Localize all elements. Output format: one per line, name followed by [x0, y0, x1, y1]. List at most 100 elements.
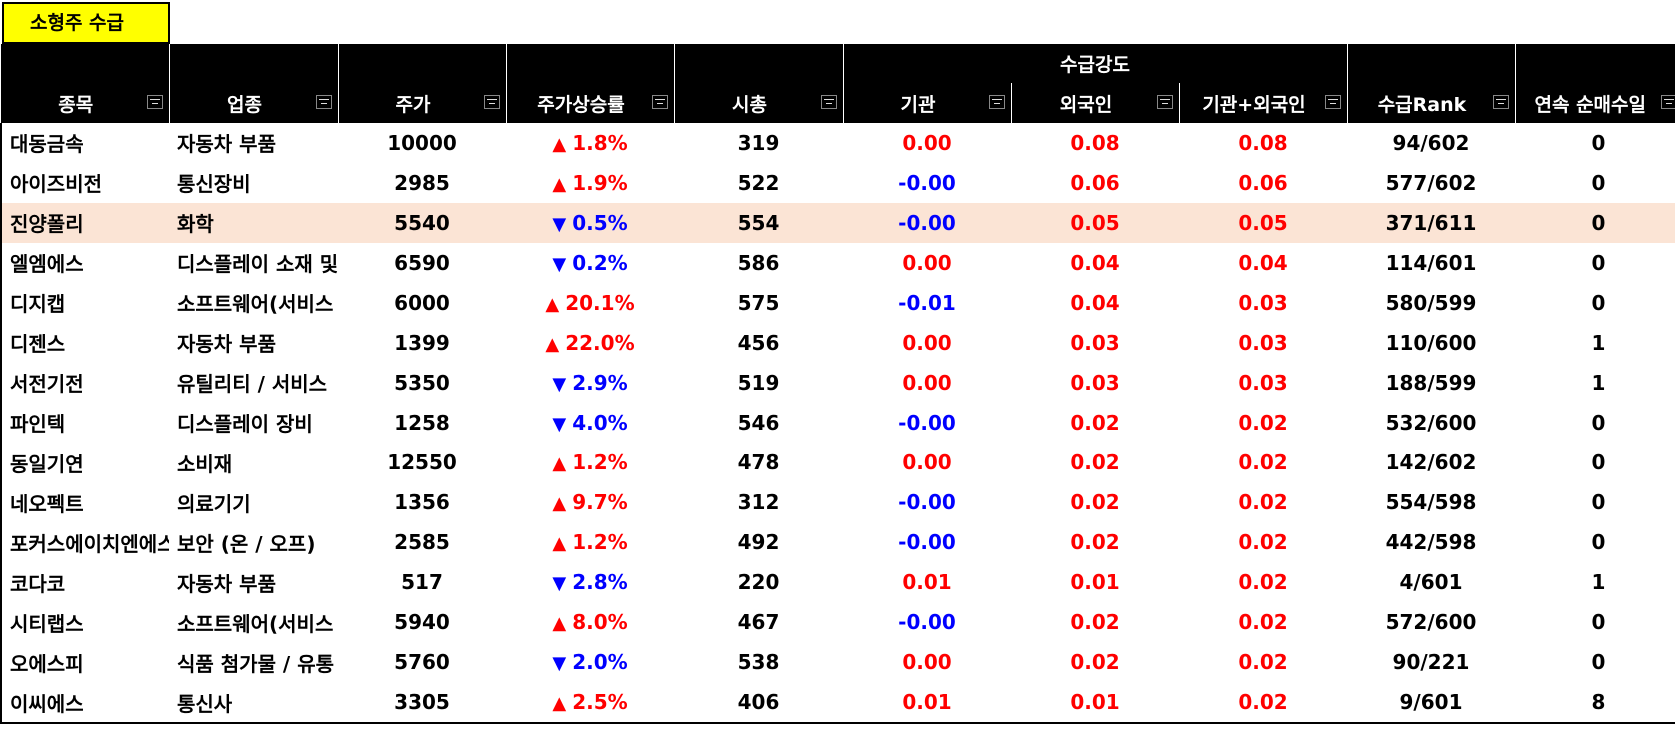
table-row[interactable]: 코다코 자동차 부품 517 ▼ 2.8% 220 0.01 0.01 0.02 4/601 1 — [0, 562, 1675, 603]
cell-rank[interactable]: 371/611 — [1347, 202, 1515, 243]
cell-mcap[interactable]: 220 — [737, 570, 780, 595]
cell-rank[interactable]: 9/601 — [1347, 682, 1515, 725]
cell-change[interactable]: ▲ 22.0% — [506, 323, 674, 363]
cell-inst-foreign[interactable]: 0.06 — [1238, 170, 1288, 195]
cell-sector[interactable]: 디스플레이 소재 및 — [177, 252, 338, 277]
cell-inst[interactable]: 0.01 — [902, 570, 952, 595]
cell-stock[interactable]: 서전기전 — [0, 362, 169, 403]
cell-foreign[interactable]: 0.05 — [1011, 202, 1179, 243]
cell-stock[interactable]: 파인텍 — [0, 402, 169, 443]
cell-stock[interactable]: 디지캡 — [0, 282, 169, 323]
cell-sector[interactable]: 유틸리티 / 서비스 — [177, 372, 328, 397]
cell-sector[interactable]: 디스플레이 장비 — [177, 412, 313, 437]
cell-inst[interactable]: 0.00 — [902, 370, 952, 395]
filter-icon[interactable] — [146, 95, 163, 109]
cell-stock[interactable]: 오에스피 — [0, 642, 169, 683]
cell-consecutive-days[interactable]: 0 — [1515, 202, 1675, 243]
cell-change[interactable]: ▼ 0.2% — [506, 243, 674, 283]
table-row[interactable]: 네오펙트 의료기기 1356 ▲ 9.7% 312 -0.00 0.02 0.02 554/598… — [0, 482, 1675, 523]
cell-foreign[interactable]: 0.04 — [1070, 250, 1120, 275]
filter-icon[interactable] — [315, 95, 332, 109]
cell-sector[interactable]: 자동차 부품 — [177, 332, 276, 357]
cell-mcap[interactable]: 456 — [737, 330, 780, 355]
cell-stock[interactable]: 아이즈비전 — [0, 162, 169, 203]
table-row[interactable]: 엘엠에스 디스플레이 소재 및 6590 ▼ 0.2% 586 0.00 0.04 0.04 11… — [0, 242, 1675, 283]
cell-consecutive-days[interactable]: 0 — [1515, 602, 1675, 643]
cell-price[interactable]: 1399 — [394, 330, 450, 355]
cell-change[interactable]: ▼ 2.0% — [506, 642, 674, 682]
cell-consecutive-days[interactable]: 0 — [1515, 402, 1675, 443]
table-row[interactable]: 파인텍 디스플레이 장비 1258 ▼ 4.0% 546 -0.00 0.02 0.02 532/… — [0, 402, 1675, 443]
cell-rank[interactable]: 114/601 — [1385, 250, 1477, 275]
cell-price[interactable]: 5760 — [394, 650, 450, 675]
cell-price[interactable]: 5350 — [394, 370, 450, 395]
cell-price[interactable]: 5940 — [394, 610, 450, 635]
column-header-inst-foreign[interactable]: 기관+외국인 — [1178, 82, 1347, 123]
cell-price[interactable]: 10000 — [387, 130, 457, 155]
filter-icon[interactable] — [988, 95, 1005, 109]
cell-inst-foreign[interactable]: 0.03 — [1238, 370, 1288, 395]
cell-stock[interactable]: 엘엠에스 — [0, 242, 169, 283]
column-header-rank[interactable]: 수급Rank — [1346, 82, 1515, 123]
cell-price[interactable]: 2585 — [394, 530, 450, 555]
cell-price[interactable]: 6590 — [394, 250, 450, 275]
cell-sector[interactable]: 보안 (온 / 오프) — [177, 531, 316, 556]
cell-rank[interactable]: 188/599 — [1385, 370, 1477, 395]
cell-consecutive-days[interactable]: 0 — [1515, 482, 1675, 523]
cell-consecutive-days[interactable]: 1 — [1515, 562, 1675, 603]
cell-foreign[interactable]: 0.02 — [1070, 650, 1120, 675]
table-row[interactable]: 포커스에이치엔에스 보안 (온 / 오프) 2585 ▲ 1.2% 492 -0.00 0.0… — [0, 522, 1675, 563]
cell-price[interactable]: 1356 — [394, 490, 450, 515]
cell-rank[interactable]: 94/602 — [1392, 130, 1470, 155]
cell-foreign[interactable]: 0.02 — [1070, 450, 1120, 475]
cell-mcap[interactable]: 406 — [674, 682, 843, 725]
cell-sector[interactable]: 통신장비 — [177, 172, 251, 197]
cell-inst[interactable]: -0.01 — [898, 290, 956, 315]
table-row[interactable]: 아이즈비전 통신장비 2985 ▲ 1.9% 522 -0.00 0.06 0.06 577/60… — [0, 162, 1675, 203]
cell-sector[interactable]: 자동차 부품 — [177, 132, 276, 157]
cell-price[interactable]: 12550 — [387, 450, 457, 475]
cell-inst-foreign[interactable]: 0.05 — [1179, 202, 1347, 243]
cell-stock[interactable]: 포커스에이치엔에스 — [0, 522, 169, 563]
cell-mcap[interactable]: 522 — [737, 170, 780, 195]
cell-inst-foreign[interactable]: 0.02 — [1238, 570, 1288, 595]
cell-consecutive-days[interactable]: 0 — [1515, 162, 1675, 203]
cell-sector[interactable]: 자동차 부품 — [177, 571, 276, 596]
cell-inst-foreign[interactable]: 0.02 — [1238, 610, 1288, 635]
cell-consecutive-days[interactable]: 0 — [1515, 642, 1675, 683]
cell-stock[interactable]: 진양폴리 — [0, 202, 169, 243]
cell-consecutive-days[interactable]: 0 — [1515, 522, 1675, 563]
cell-change[interactable]: ▲ 20.1% — [506, 283, 674, 323]
cell-consecutive-days[interactable]: 0 — [1515, 282, 1675, 323]
cell-foreign[interactable]: 0.02 — [1070, 610, 1120, 635]
filter-icon[interactable] — [1492, 95, 1509, 109]
cell-price[interactable]: 5540 — [338, 202, 506, 243]
cell-sector[interactable]: 화학 — [169, 202, 338, 243]
cell-inst[interactable]: -0.00 — [843, 202, 1011, 243]
table-row[interactable]: 대동금속 자동차 부품 10000 ▲ 1.8% 319 0.00 0.08 0.08 94/60… — [0, 123, 1675, 163]
filter-icon[interactable] — [1156, 95, 1173, 109]
cell-rank[interactable]: 110/600 — [1385, 330, 1477, 355]
cell-rank[interactable]: 532/600 — [1385, 410, 1477, 435]
cell-consecutive-days[interactable]: 8 — [1515, 682, 1675, 725]
table-row[interactable]: 서전기전 유틸리티 / 서비스 5350 ▼ 2.9% 519 0.00 0.03 0.03 18… — [0, 362, 1675, 403]
cell-change[interactable]: ▲ 1.2% — [506, 443, 674, 483]
cell-mcap[interactable]: 546 — [737, 410, 780, 435]
cell-rank[interactable]: 142/602 — [1385, 450, 1477, 475]
cell-change[interactable]: ▼ 2.8% — [506, 562, 674, 602]
cell-inst-foreign[interactable]: 0.02 — [1238, 650, 1288, 675]
column-header-price[interactable]: 주가 — [337, 82, 506, 123]
cell-mcap[interactable]: 538 — [737, 650, 780, 675]
cell-sector[interactable]: 의료기기 — [177, 491, 251, 516]
cell-mcap[interactable]: 554 — [674, 202, 843, 243]
column-header-consecutive-days[interactable]: 연속 순매수일 — [1514, 82, 1675, 123]
cell-inst[interactable]: -0.00 — [898, 410, 956, 435]
cell-stock[interactable]: 동일기연 — [0, 442, 169, 483]
cell-inst-foreign[interactable]: 0.03 — [1238, 290, 1288, 315]
cell-inst[interactable]: 0.00 — [902, 650, 952, 675]
column-header-foreign[interactable]: 외국인 — [1010, 82, 1179, 123]
cell-rank[interactable]: 442/598 — [1385, 530, 1477, 555]
cell-inst-foreign[interactable]: 0.02 — [1238, 410, 1288, 435]
cell-sector[interactable]: 소비재 — [177, 451, 233, 476]
cell-inst[interactable]: -0.00 — [898, 170, 956, 195]
